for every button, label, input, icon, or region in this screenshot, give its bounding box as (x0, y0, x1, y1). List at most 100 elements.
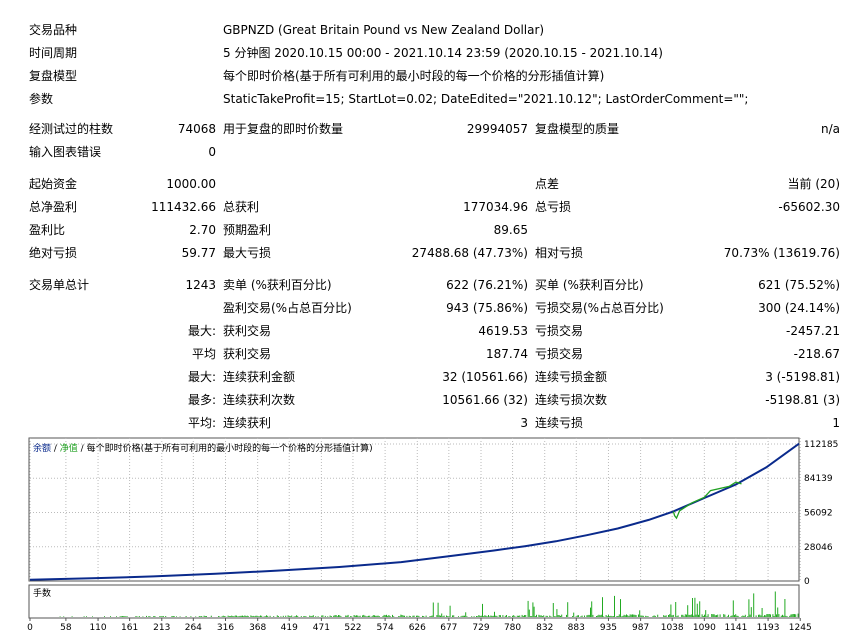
volume-bar (647, 616, 649, 617)
volume-bar (639, 610, 641, 617)
volume-bar (561, 614, 563, 617)
volume-bar (269, 615, 271, 617)
volume-bar (242, 615, 243, 617)
volume-bar (502, 615, 504, 617)
max-consecutive-losses-value: 3 (-5198.81) (765, 370, 840, 384)
volume-bar (479, 615, 481, 617)
legend-equity: 净值 (60, 442, 78, 454)
average-profit-value: 187.74 (486, 347, 528, 361)
x-axis-labels: 0 58 110 161 213 264 316 368 419 471 522 574 626 677 7… (27, 623, 812, 633)
volume-bar (609, 616, 611, 617)
volume-bar (677, 615, 679, 617)
volume-bar (753, 593, 755, 617)
total-trades-label: 交易单总计 (29, 278, 90, 292)
volume-bar (322, 615, 324, 617)
average-profit-label: 获利交易 (223, 347, 272, 361)
volume-bar (273, 616, 275, 617)
chart-errors-value: 0 (208, 145, 216, 159)
volume-bar (580, 616, 582, 617)
x-tick-label: 58 (60, 623, 72, 633)
gross-loss-label: 总亏损 (535, 200, 572, 214)
volume-bar (797, 613, 799, 617)
volume-bar (743, 616, 745, 617)
volume-bar (645, 615, 647, 617)
volume-bar (755, 615, 757, 617)
volume-bar (443, 615, 445, 617)
volume-bar (234, 615, 236, 617)
profit-trades-label: 盈利交易(%占总百分比) (223, 301, 352, 315)
volume-bar (351, 616, 353, 617)
x-tick-label: 729 (472, 623, 489, 633)
largest-profit-label: 获利交易 (223, 324, 272, 338)
volume-bar (641, 615, 643, 617)
volume-bar (238, 616, 240, 617)
volume-bar (172, 616, 174, 617)
volume-bar (263, 616, 265, 617)
volume-bar (136, 616, 138, 617)
max-consecutive-prefix: 最大: (187, 370, 216, 384)
volume-bar (528, 609, 530, 617)
volume-bar (478, 615, 480, 617)
volume-bar (225, 616, 227, 617)
volume-bar (560, 615, 561, 617)
volume-bar (500, 615, 501, 617)
volume-bar (410, 616, 411, 617)
volume-bar (791, 614, 793, 617)
volume-bar (634, 614, 636, 617)
volume-bar (104, 616, 105, 617)
volume-bar (633, 614, 635, 617)
volume-bar (736, 615, 738, 617)
volume-bar (252, 615, 254, 617)
volume-bar (621, 616, 623, 617)
volume-bar (210, 615, 212, 617)
volume-bar (406, 615, 408, 617)
volume-bar (550, 616, 552, 617)
volume-bar (465, 612, 467, 617)
volume-bar (671, 615, 673, 617)
volume-bar (777, 607, 779, 617)
largest-loss-value: -2457.21 (786, 324, 840, 338)
volume-bar (366, 616, 368, 617)
volume-bar (539, 615, 541, 617)
ticks-modelled-label: 用于复盘的即时价数量 (223, 122, 344, 136)
volume-bar (464, 615, 465, 617)
volume-bar (531, 616, 533, 617)
volume-bar (359, 615, 361, 617)
maximal-drawdown-value: 27488.68 (47.73%) (411, 246, 528, 260)
volume-bar (256, 615, 258, 617)
volume-bar (748, 599, 750, 617)
volume-bar (251, 616, 253, 617)
volume-bar (362, 615, 363, 617)
max-consecutive-wins-label: 连续获利金额 (223, 370, 296, 384)
legend-model: 每个即时价格(基于所有可利用的最小时段的每一个价格的分形插值计算) (87, 442, 373, 454)
volume-bar (606, 616, 608, 617)
volume-bar (239, 615, 241, 617)
profit-factor-label: 盈利比 (29, 223, 66, 237)
volume-bar (654, 615, 656, 617)
volume-bar (335, 615, 337, 617)
volume-bar (698, 614, 699, 617)
volume-bar (446, 615, 447, 617)
volume-bar (248, 616, 249, 617)
params-label: 参数 (29, 92, 54, 106)
volume-bar (431, 615, 433, 617)
volume-bar (458, 616, 459, 617)
volume-bar (442, 616, 444, 617)
volume-bar (723, 614, 725, 617)
volume-bar (423, 616, 425, 617)
volume-bar (567, 602, 569, 617)
volume-bar (694, 597, 696, 617)
volume-bar (123, 616, 125, 617)
bars-tested-value: 74068 (177, 122, 216, 136)
volume-bar (231, 615, 233, 617)
volume-bar (246, 615, 248, 617)
volume-bar (730, 615, 732, 617)
volume-bar (297, 615, 299, 617)
volume-bar (534, 616, 536, 617)
volume-bar (261, 615, 263, 617)
volume-bar (711, 614, 713, 617)
max-consecutive-amount-losses-label: 连续亏损次数 (535, 393, 608, 407)
volume-bar (682, 614, 684, 617)
volume-bar (592, 614, 594, 617)
average-prefix: 平均 (191, 347, 216, 361)
